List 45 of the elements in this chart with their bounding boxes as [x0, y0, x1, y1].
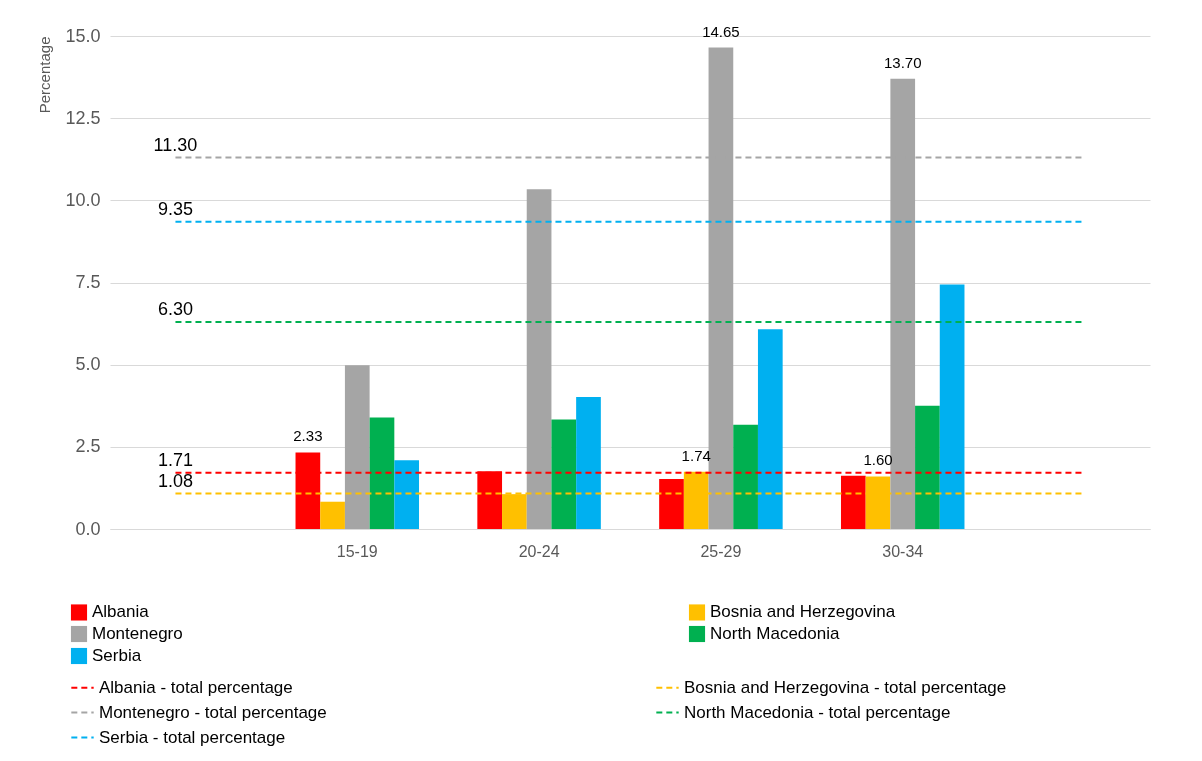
x-tick-label: 30-34	[882, 542, 924, 560]
legend-label: Albania - total percentage	[99, 677, 293, 697]
bar	[551, 419, 577, 529]
data-label: 1.08	[157, 470, 193, 491]
y-tick-label: 15.0	[65, 25, 101, 46]
bar	[344, 365, 370, 529]
y-tick-label: 12.5	[65, 107, 101, 128]
bar	[526, 189, 552, 529]
bar	[757, 329, 783, 529]
y-axis-title: Percentage	[36, 36, 54, 114]
legend-label: Albania	[92, 602, 150, 622]
legend-label: North Macedonia - total percentage	[684, 702, 951, 722]
legend-label: Serbia	[92, 646, 142, 665]
legend-label: North Macedonia	[710, 624, 840, 643]
data-label: 14.65	[702, 22, 740, 40]
y-tick-label: 10.0	[65, 189, 101, 210]
legend-label: Serbia - total percentage	[99, 727, 286, 747]
y-tick-label: 0.0	[75, 518, 101, 539]
data-label: 1.74	[681, 446, 711, 464]
y-tick-label: 7.5	[75, 272, 101, 292]
data-label: 2.33	[293, 427, 323, 445]
y-tick-label: 5.0	[75, 354, 101, 375]
bar	[369, 417, 395, 529]
y-tick-label: 2.5	[75, 436, 101, 457]
data-label: 11.30	[153, 134, 198, 155]
x-tick-label: 15-19	[336, 542, 378, 560]
data-label: 9.35	[157, 198, 193, 219]
legend-label: Montenegro	[92, 624, 183, 643]
bar	[915, 405, 940, 529]
bar	[394, 460, 420, 529]
legend-label: Montenegro - total percentage	[99, 702, 327, 722]
data-label: 1.60	[863, 451, 893, 469]
bar	[840, 475, 866, 529]
x-tick-label: 20-24	[518, 542, 560, 560]
x-tick-label: 25-29	[700, 542, 742, 560]
bar	[733, 424, 758, 529]
data-label: 1.71	[157, 449, 193, 470]
bar	[576, 396, 601, 529]
bar	[939, 284, 965, 529]
data-label: 13.70	[883, 53, 922, 71]
bar	[320, 501, 345, 529]
legend-label: Bosnia and Herzegovina - total percentage	[684, 677, 1007, 697]
bar	[659, 479, 684, 529]
legend-label: Bosnia and Herzegovina	[710, 602, 896, 622]
data-label: 6.30	[157, 298, 193, 319]
